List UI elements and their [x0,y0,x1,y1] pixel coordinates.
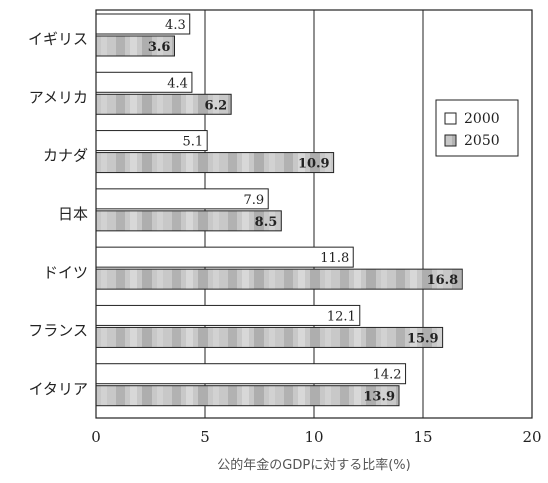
value-label-2050: 6.2 [205,98,228,113]
x-tick-labels: 0 5 10 15 20 [91,428,541,446]
value-label-2000: 4.4 [167,76,188,91]
x-tick-label: 10 [304,428,323,446]
bar-2050 [96,327,443,347]
bar-2000 [96,247,353,267]
category-label: 日本 [58,205,88,223]
bar-2050 [96,386,399,406]
value-label-2050: 10.9 [298,157,330,172]
x-axis-title: 公的年金のGDPに対する比率(%) [217,457,410,473]
bar-2000 [96,189,268,209]
category-label: イタリア [29,380,88,398]
value-label-2000: 14.2 [373,368,402,383]
value-label-2050: 16.8 [427,273,459,288]
legend-label-2000: 2000 [464,111,500,127]
legend-label-2050: 2050 [464,133,500,149]
category-label: カナダ [43,147,88,165]
x-tick-label: 0 [91,428,101,446]
bar-2000 [96,305,360,325]
x-tick-label: 20 [522,428,541,446]
legend: 2000 2050 [436,100,518,156]
value-label-2050: 15.9 [407,331,439,346]
category-label: アメリカ [29,88,88,106]
x-tick-label: 15 [413,428,432,446]
bar-2050 [96,211,281,231]
bar-2050 [96,269,462,289]
bars [96,14,462,406]
legend-swatch-2050 [445,135,456,146]
value-label-2000: 4.3 [165,18,186,33]
category-label: ドイツ [43,263,88,281]
value-label-2050: 13.9 [363,390,395,405]
value-label-2000: 5.1 [182,135,203,150]
legend-swatch-2000 [445,113,456,124]
value-label-2050: 3.6 [148,40,171,55]
value-label-2000: 7.9 [244,193,265,208]
value-label-2050: 8.5 [255,215,278,230]
category-label: イギリス [28,30,88,48]
value-label-2000: 12.1 [327,309,356,324]
category-label: フランス [28,322,88,340]
bar-2000 [96,364,406,384]
value-label-2000: 11.8 [320,251,349,266]
x-tick-label: 5 [200,428,210,446]
